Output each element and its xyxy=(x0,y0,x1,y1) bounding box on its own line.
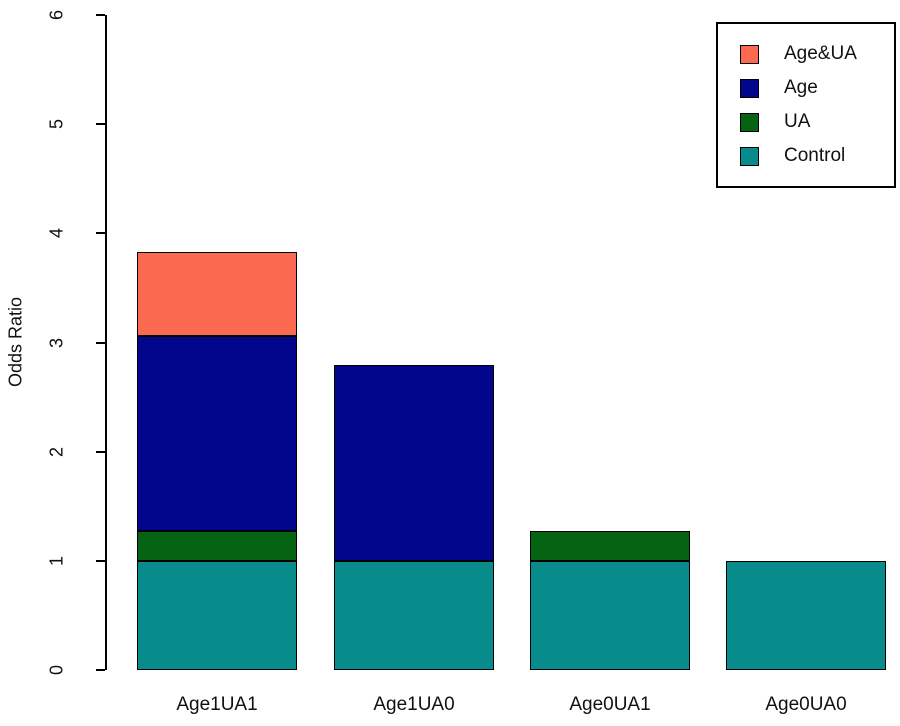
bar-age1ua1-segment-age xyxy=(137,335,297,532)
y-tick-1 xyxy=(96,559,105,562)
y-axis-line xyxy=(105,15,107,670)
y-tick-label-2: 2 xyxy=(46,446,67,457)
legend-label-age: Age xyxy=(784,77,818,98)
y-tick-3 xyxy=(96,341,105,344)
legend-label-control: Control xyxy=(784,145,846,166)
legend-swatch-ua xyxy=(740,112,759,132)
legend-label-ua: UA xyxy=(784,111,811,132)
legend-swatch-control xyxy=(740,146,759,166)
y-tick-5 xyxy=(96,123,105,126)
legend-item-age: Age xyxy=(740,77,894,98)
y-tick-6 xyxy=(96,14,105,16)
legend: Age&UA Age UA Control xyxy=(716,22,896,188)
y-tick-label-5: 5 xyxy=(46,119,67,130)
y-tick-label-4: 4 xyxy=(46,228,67,239)
x-label-age1ua0: Age1UA0 xyxy=(373,694,455,715)
x-label-age0ua0: Age0UA0 xyxy=(765,694,847,715)
y-tick-2 xyxy=(96,450,105,453)
bar-age0ua0-segment-control xyxy=(726,560,886,670)
x-label-age0ua1: Age0UA1 xyxy=(569,694,651,715)
legend-swatch-age-and-ua xyxy=(740,44,759,64)
legend-item-age-and-ua: Age&UA xyxy=(740,43,894,64)
legend-item-ua: UA xyxy=(740,111,894,132)
y-tick-4 xyxy=(96,232,105,235)
bar-age1ua0-segment-age xyxy=(334,365,494,561)
y-axis-title: Odds Ratio xyxy=(5,296,26,388)
x-label-age1ua1: Age1UA1 xyxy=(176,694,258,715)
bar-age1ua1-segment-age-ua xyxy=(137,251,297,336)
bar-age1ua1-segment-control xyxy=(137,560,297,670)
y-tick-label-0: 0 xyxy=(46,664,67,676)
y-tick-0 xyxy=(96,669,105,671)
legend-label-age-and-ua: Age&UA xyxy=(784,43,857,64)
bar-age1ua0-segment-control xyxy=(334,560,494,670)
legend-swatch-age xyxy=(740,78,759,98)
y-tick-label-6: 6 xyxy=(46,9,67,21)
bar-age0ua1-segment-ua xyxy=(530,531,690,561)
y-tick-label-3: 3 xyxy=(46,337,67,348)
y-tick-label-1: 1 xyxy=(46,555,67,566)
legend-item-control: Control xyxy=(740,145,894,166)
bar-age1ua1-segment-ua xyxy=(137,531,297,561)
bar-age0ua1-segment-control xyxy=(530,560,690,670)
